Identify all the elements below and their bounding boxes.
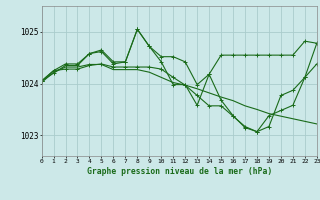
X-axis label: Graphe pression niveau de la mer (hPa): Graphe pression niveau de la mer (hPa) — [87, 167, 272, 176]
